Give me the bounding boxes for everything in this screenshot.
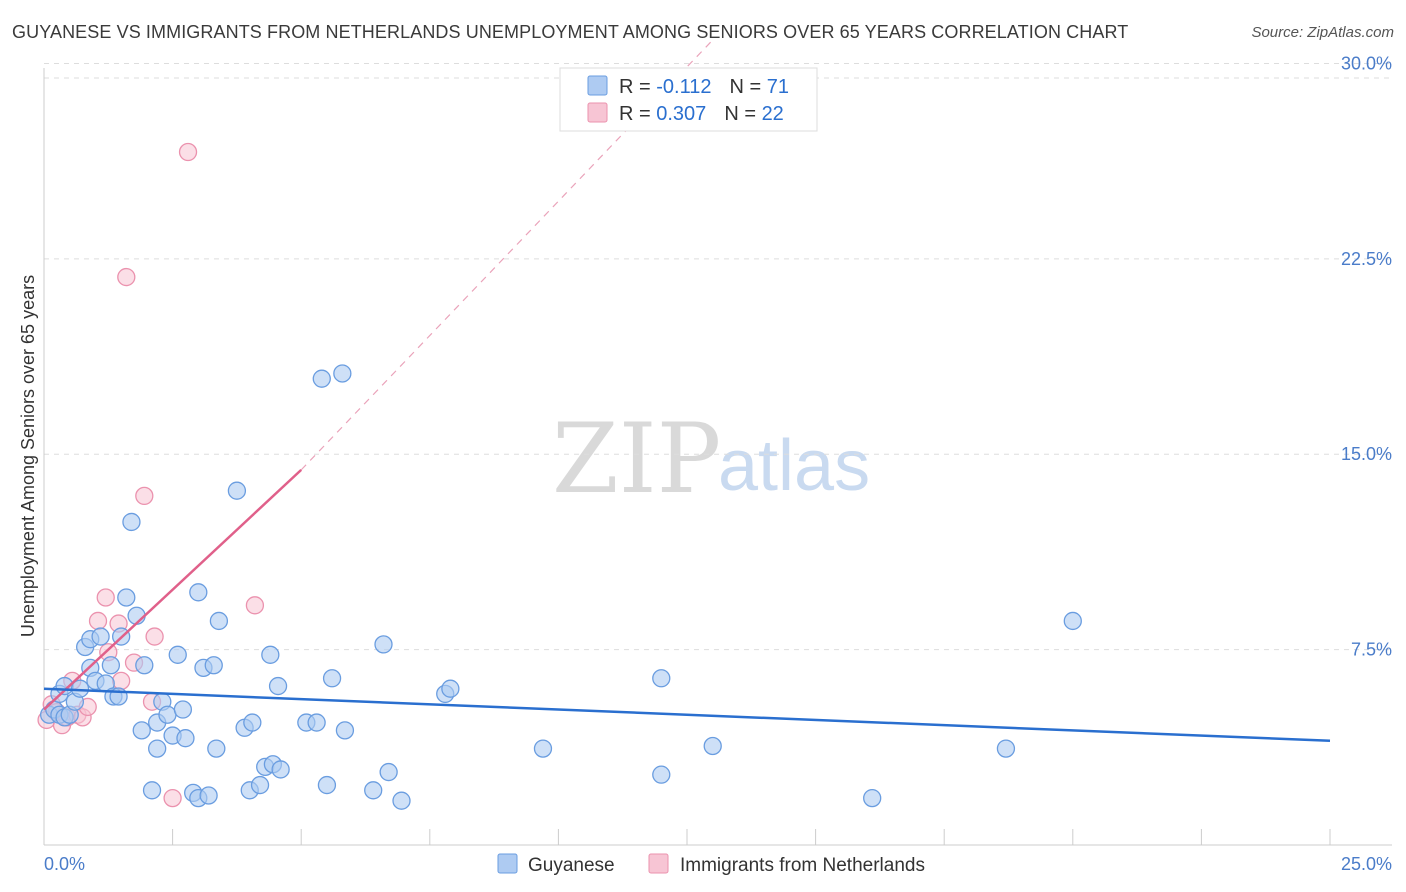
guyanese-point xyxy=(312,369,331,388)
legend-r-label: R = xyxy=(619,76,656,98)
guyanese-point xyxy=(243,713,262,732)
y-axis-tick-labels: 7.5% 15.0% 22.5% 30.0% xyxy=(1341,53,1392,659)
guyanese-point xyxy=(996,739,1016,758)
netherlands-point xyxy=(96,588,115,607)
series-guyanese-points xyxy=(39,364,1082,810)
guyanese-point xyxy=(209,611,229,631)
y-axis-title: Unemployment Among Seniors over 65 years xyxy=(18,275,38,637)
guyanese-point xyxy=(317,775,337,795)
watermark-zip: ZIP xyxy=(552,403,721,515)
legend-swatch-netherlands xyxy=(587,102,608,123)
guyanese-point xyxy=(322,669,342,688)
legend-r-value: -0.112 xyxy=(656,76,711,98)
guyanese-point xyxy=(374,635,393,654)
bottom-legend-label-guyanese: Guyanese xyxy=(528,855,615,876)
guyanese-point xyxy=(1063,611,1082,631)
guyanese-point xyxy=(199,786,218,805)
x-tick-label-max: 25.0% xyxy=(1341,854,1392,874)
y-tick-label: 15.0% xyxy=(1341,444,1392,464)
guyanese-point xyxy=(135,656,154,675)
watermark-atlas: atlas xyxy=(718,426,870,506)
guyanese-point xyxy=(101,656,121,675)
guyanese-point xyxy=(307,713,326,732)
legend-r-value: 0.307 xyxy=(656,103,706,125)
trend-lines xyxy=(43,39,1331,743)
x-axis-ticks xyxy=(43,829,1331,845)
guyanese-point xyxy=(441,679,460,698)
bottom-legend-swatch-guyanese xyxy=(497,853,518,874)
guyanese-point xyxy=(271,760,290,779)
netherlands-point xyxy=(245,596,265,615)
guyanese-point xyxy=(168,645,187,664)
guyanese-point xyxy=(392,791,411,810)
bottom-legend: Guyanese Immigrants from Netherlands xyxy=(497,853,925,876)
guyanese-point xyxy=(335,721,355,740)
guyanese-point xyxy=(227,481,247,500)
legend-n-value: 71 xyxy=(767,76,789,98)
netherlands-point xyxy=(117,267,136,287)
netherlands-point xyxy=(112,671,131,691)
guyanese-point xyxy=(703,736,722,756)
y-tick-label: 7.5% xyxy=(1351,640,1392,660)
guyanese-point xyxy=(117,588,136,607)
chart-title: GUYANESE VS IMMIGRANTS FROM NETHERLANDS … xyxy=(12,22,1129,42)
legend-n-value: 22 xyxy=(762,103,784,125)
netherlands-point xyxy=(178,142,198,162)
legend-n-label: N = xyxy=(724,103,761,125)
guyanese-point xyxy=(142,781,162,800)
guyanese-point xyxy=(173,700,193,719)
legend-box: R = -0.112 N = 71 R = 0.307 N = 22 xyxy=(559,67,818,132)
legend-row-guyanese: R = -0.112 N = 71 xyxy=(619,76,789,98)
legend-row-netherlands: R = 0.307 N = 22 xyxy=(619,103,784,125)
guyanese-point xyxy=(364,781,383,800)
watermark: ZIP atlas xyxy=(552,403,870,515)
guyanese-point xyxy=(189,583,208,602)
bottom-legend-label-netherlands: Immigrants from Netherlands xyxy=(680,855,925,876)
netherlands-trend-line xyxy=(43,468,303,711)
legend-n-label: N = xyxy=(729,76,766,98)
guyanese-point xyxy=(379,762,398,782)
y-tick-label: 22.5% xyxy=(1341,249,1392,269)
guyanese-point xyxy=(268,676,288,696)
netherlands-point xyxy=(163,788,182,808)
source-label: Source: ZipAtlas.com xyxy=(1251,24,1394,41)
legend-swatch-guyanese xyxy=(587,75,608,96)
guyanese-point xyxy=(207,739,226,758)
x-tick-label-min: 0.0% xyxy=(44,854,85,874)
guyanese-trend-line xyxy=(43,687,1331,743)
bottom-legend-swatch-netherlands xyxy=(648,853,669,874)
guyanese-point xyxy=(176,729,195,748)
netherlands-point xyxy=(88,611,108,631)
guyanese-point xyxy=(652,669,671,688)
guyanese-point xyxy=(533,739,553,758)
guyanese-point xyxy=(122,512,141,532)
gridlines xyxy=(44,62,1392,651)
guyanese-point xyxy=(250,775,270,795)
netherlands-point xyxy=(135,486,154,506)
netherlands-point xyxy=(145,627,164,646)
guyanese-point xyxy=(261,645,280,664)
guyanese-point xyxy=(148,739,167,758)
guyanese-point xyxy=(132,721,151,740)
legend-r-label: R = xyxy=(619,103,656,125)
guyanese-point xyxy=(333,364,352,383)
guyanese-point xyxy=(652,765,671,784)
guyanese-point xyxy=(863,788,882,808)
guyanese-point xyxy=(204,656,223,675)
guyanese-point xyxy=(158,705,177,724)
guyanese-point xyxy=(91,627,110,646)
y-tick-label: 30.0% xyxy=(1341,53,1392,73)
